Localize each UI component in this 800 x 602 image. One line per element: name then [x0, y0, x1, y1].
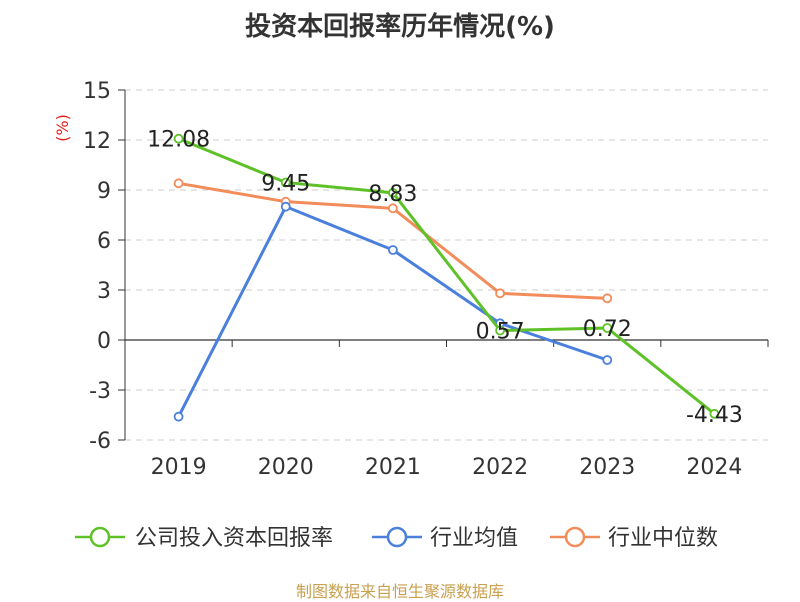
x-tick-label: 2020: [258, 455, 314, 480]
data-point: [602, 355, 613, 365]
y-tick-label: -3: [89, 379, 111, 404]
x-tick-label: 2021: [365, 455, 421, 480]
data-point: [173, 178, 184, 189]
data-point: [388, 245, 398, 255]
y-tick-label: 0: [97, 329, 111, 354]
chart-title: 投资本回报率历年情况(%): [245, 12, 555, 42]
data-label: 0.57: [476, 320, 525, 345]
data-point: [280, 201, 291, 212]
data-point: [602, 293, 613, 304]
data-point: [495, 325, 505, 336]
data-point: [602, 323, 613, 333]
y-tick-label: 12: [83, 129, 111, 154]
data-point: [709, 408, 720, 419]
data-point: [495, 288, 505, 299]
data-label: 9.45: [261, 172, 310, 197]
x-tick-label: 2019: [151, 455, 207, 480]
data-point: [388, 203, 398, 214]
legend-marker: [89, 526, 111, 548]
data-label: 12.08: [147, 128, 210, 153]
series-line: [177, 205, 608, 418]
y-axis-label: (%): [53, 114, 72, 142]
legend-label: 行业均值: [430, 526, 518, 551]
data-label: -4.43: [686, 403, 743, 428]
legend-marker: [564, 526, 586, 548]
data-point: [173, 133, 184, 144]
legend-label: 行业中位数: [608, 526, 718, 551]
data-point: [388, 187, 398, 198]
data-label: 8.83: [368, 182, 417, 207]
x-tick-label: 2022: [472, 455, 528, 480]
series-line: [178, 137, 716, 416]
y-tick-label: 9: [97, 179, 111, 204]
y-tick-label: 3: [97, 279, 111, 304]
x-tick-label: 2023: [579, 455, 635, 480]
y-tick-label: 6: [97, 229, 111, 254]
source-note: 制图数据来自恒生聚源数据库: [295, 582, 504, 601]
data-point: [280, 177, 291, 188]
y-tick-label: -6: [89, 429, 111, 454]
data-label: 0.72: [583, 317, 632, 342]
legend-marker: [386, 526, 408, 548]
y-tick-label: 15: [83, 79, 111, 104]
data-point: [173, 411, 184, 422]
legend-label: 公司投入资本回报率: [135, 526, 333, 551]
x-tick-label: 2024: [686, 455, 742, 480]
